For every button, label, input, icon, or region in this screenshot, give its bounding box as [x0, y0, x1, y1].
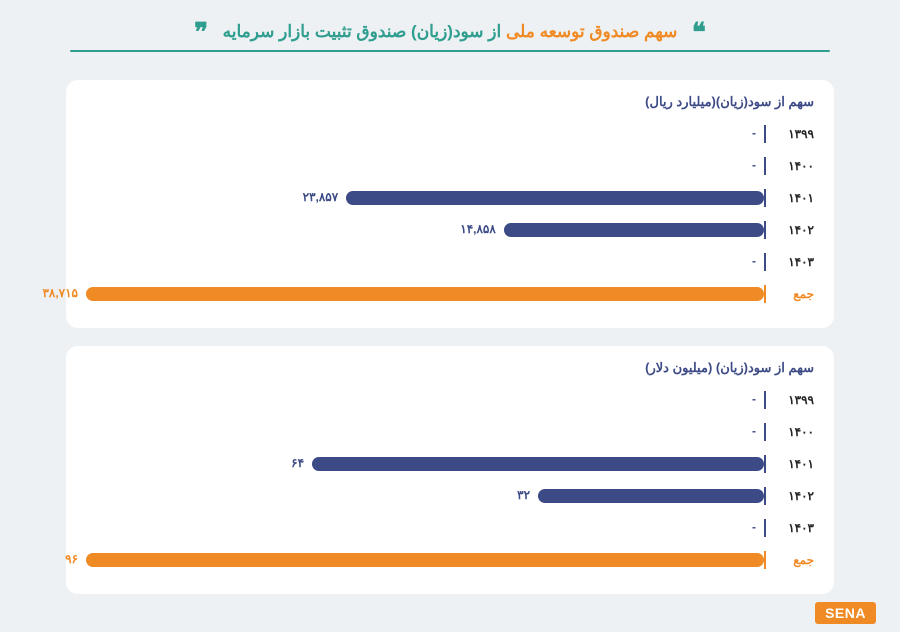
bar-track: ۳۸,۷۱۵: [86, 287, 764, 301]
bar-value-label: -: [752, 392, 756, 406]
bar-track: -: [86, 159, 764, 173]
row-separator: [764, 519, 766, 537]
bar: [504, 223, 764, 237]
row-label: ۱۴۰۳: [772, 255, 814, 269]
bar-track: ۱۴,۸۵۸: [86, 223, 764, 237]
bar-row: ۱۴۰۰ -: [86, 418, 814, 446]
bar: [86, 553, 764, 567]
bar: [346, 191, 764, 205]
bar-value-label: -: [752, 254, 756, 268]
quote-close-icon: ❞: [194, 26, 208, 39]
bar-track: -: [86, 425, 764, 439]
bar-value-label: ۱۴,۸۵۸: [460, 222, 496, 236]
bar-track: -: [86, 127, 764, 141]
bar-row-total: جمع ۹۶: [86, 546, 814, 574]
bar-row: ۱۴۰۳ -: [86, 514, 814, 542]
quote-open-icon: ❝: [692, 26, 706, 39]
bar-row: ۱۴۰۳ -: [86, 248, 814, 276]
row-label: ۱۳۹۹: [772, 393, 814, 407]
header: ❝ سهم صندوق توسعه ملی از سود(زیان) صندوق…: [0, 0, 900, 60]
bar-value-label: ۲۳,۸۵۷: [303, 190, 339, 204]
row-label: ۱۴۰۱: [772, 457, 814, 471]
row-label: ۱۴۰۲: [772, 223, 814, 237]
row-separator: [764, 157, 766, 175]
bar: [538, 489, 764, 503]
bar-row: ۱۴۰۰ -: [86, 152, 814, 180]
chart-rows: ۱۳۹۹ - ۱۴۰۰ - ۱۴۰۱ ۲۳,۸۵۷ ۱۴۰۲ ۱۴,۸۵۸ ۱۴۰۳ - جمع ۳۸…: [86, 120, 814, 308]
chart-title: سهم از سود(زیان) (میلیون دلار): [86, 360, 814, 376]
bar-value-label: ۹۶: [65, 552, 78, 566]
row-label: جمع: [772, 553, 814, 567]
chart-panel-rial: سهم از سود(زیان)(میلیارد ریال) ۱۳۹۹-۱۴۰۰…: [66, 80, 834, 328]
bar-value-label: -: [752, 126, 756, 140]
chart-rows: ۱۳۹۹ - ۱۴۰۰ - ۱۴۰۱ ۶۴ ۱۴۰۲ ۳۲ ۱۴۰۳ - جمع ۹۶: [86, 386, 814, 574]
page-title: سهم صندوق توسعه ملی از سود(زیان) صندوق ت…: [213, 22, 688, 42]
header-underline: [70, 50, 830, 52]
bar-track: ۲۳,۸۵۷: [86, 191, 764, 205]
row-separator: [764, 551, 766, 569]
bar-value-label: ۳۲: [517, 488, 530, 502]
row-separator: [764, 189, 766, 207]
row-label: ۱۴۰۰: [772, 425, 814, 439]
bar-row-total: جمع ۳۸,۷۱۵: [86, 280, 814, 308]
row-label: ۱۴۰۰: [772, 159, 814, 173]
row-separator: [764, 455, 766, 473]
chart-panel-dollar: سهم از سود(زیان) (میلیون دلار) ۱۳۹۹-۱۴۰۰…: [66, 346, 834, 594]
title-part-2: از سود(زیان) صندوق تثبیت بازار سرمایه: [223, 22, 506, 41]
row-label: جمع: [772, 287, 814, 301]
row-separator: [764, 487, 766, 505]
row-label: ۱۴۰۲: [772, 489, 814, 503]
bar-value-label: -: [752, 424, 756, 438]
row-separator: [764, 221, 766, 239]
bar-row: ۱۴۰۲ ۳۲: [86, 482, 814, 510]
row-separator: [764, 253, 766, 271]
panels-container: سهم از سود(زیان)(میلیارد ریال) ۱۳۹۹-۱۴۰۰…: [0, 60, 900, 594]
chart-title: سهم از سود(زیان)(میلیارد ریال): [86, 94, 814, 110]
bar-track: ۶۴: [86, 457, 764, 471]
row-separator: [764, 391, 766, 409]
title-part-1: سهم صندوق توسعه ملی: [506, 22, 677, 41]
bar-track: -: [86, 393, 764, 407]
row-label: ۱۴۰۳: [772, 521, 814, 535]
bar: [312, 457, 764, 471]
bar-track: ۹۶: [86, 553, 764, 567]
bar-value-label: -: [752, 158, 756, 172]
bar-row: ۱۳۹۹ -: [86, 120, 814, 148]
row-label: ۱۴۰۱: [772, 191, 814, 205]
bar-track: -: [86, 521, 764, 535]
row-separator: [764, 125, 766, 143]
bar-row: ۱۳۹۹ -: [86, 386, 814, 414]
bar: [86, 287, 764, 301]
bar-value-label: ۳۸,۷۱۵: [42, 286, 78, 300]
bar-row: ۱۴۰۲ ۱۴,۸۵۸: [86, 216, 814, 244]
footer-logo: SENA: [815, 602, 876, 624]
bar-track: ۳۲: [86, 489, 764, 503]
bar-row: ۱۴۰۱ ۲۳,۸۵۷: [86, 184, 814, 212]
row-label: ۱۳۹۹: [772, 127, 814, 141]
bar-value-label: ۶۴: [291, 456, 304, 470]
bar-row: ۱۴۰۱ ۶۴: [86, 450, 814, 478]
row-separator: [764, 423, 766, 441]
row-separator: [764, 285, 766, 303]
bar-track: -: [86, 255, 764, 269]
bar-value-label: -: [752, 520, 756, 534]
